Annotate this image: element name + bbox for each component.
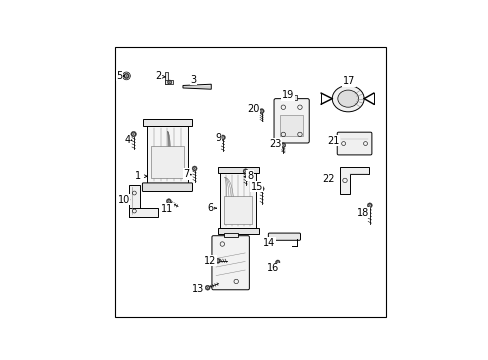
Circle shape	[220, 135, 225, 140]
Ellipse shape	[331, 85, 364, 112]
FancyBboxPatch shape	[273, 99, 308, 143]
Bar	[285, 95, 297, 100]
Circle shape	[260, 188, 263, 190]
Bar	[164, 72, 168, 84]
Circle shape	[205, 285, 210, 290]
FancyBboxPatch shape	[268, 233, 300, 240]
Text: 19: 19	[282, 90, 294, 100]
Circle shape	[215, 258, 220, 263]
Circle shape	[243, 169, 247, 174]
Text: 16: 16	[266, 263, 279, 273]
Circle shape	[368, 204, 370, 207]
Circle shape	[131, 131, 136, 137]
Text: 23: 23	[268, 139, 281, 149]
Circle shape	[244, 170, 246, 172]
Bar	[164, 80, 173, 84]
Circle shape	[168, 81, 170, 83]
Circle shape	[276, 261, 278, 263]
Bar	[217, 167, 258, 173]
Text: 22: 22	[322, 174, 334, 184]
Circle shape	[282, 144, 284, 147]
Text: 6: 6	[207, 203, 213, 213]
Bar	[279, 115, 303, 136]
Circle shape	[193, 167, 196, 170]
Circle shape	[125, 75, 127, 77]
FancyBboxPatch shape	[337, 132, 371, 155]
Text: 11: 11	[161, 204, 173, 214]
Circle shape	[166, 199, 171, 204]
Bar	[129, 208, 158, 217]
Text: 17: 17	[342, 76, 354, 86]
Text: 14: 14	[263, 238, 275, 248]
Text: 15: 15	[250, 182, 263, 192]
Text: 4: 4	[124, 135, 130, 145]
Text: 21: 21	[326, 136, 339, 146]
Bar	[151, 146, 183, 178]
Text: 8: 8	[246, 171, 253, 181]
Circle shape	[275, 260, 280, 264]
FancyBboxPatch shape	[142, 183, 192, 192]
Circle shape	[259, 109, 264, 114]
Circle shape	[366, 203, 371, 208]
Circle shape	[259, 186, 264, 191]
Circle shape	[123, 73, 129, 79]
Text: 1: 1	[135, 171, 141, 181]
Circle shape	[260, 110, 263, 112]
Text: 12: 12	[204, 256, 216, 266]
Bar	[220, 173, 255, 228]
Text: 20: 20	[247, 104, 259, 114]
Ellipse shape	[337, 90, 358, 107]
Bar	[224, 233, 237, 237]
Text: 7: 7	[183, 169, 189, 179]
Bar	[129, 185, 139, 217]
Text: 9: 9	[215, 133, 222, 143]
Polygon shape	[183, 84, 211, 89]
Text: 18: 18	[356, 208, 368, 218]
Circle shape	[167, 80, 172, 85]
Polygon shape	[339, 167, 368, 194]
Bar	[146, 126, 187, 184]
FancyBboxPatch shape	[211, 236, 249, 290]
Circle shape	[206, 287, 208, 289]
Text: 5: 5	[117, 71, 122, 81]
Text: 13: 13	[191, 284, 203, 294]
Circle shape	[216, 260, 219, 262]
Circle shape	[132, 133, 135, 135]
Circle shape	[221, 136, 224, 139]
Text: 2: 2	[155, 72, 162, 81]
Bar	[217, 228, 258, 234]
Circle shape	[280, 143, 285, 148]
Text: 10: 10	[117, 195, 129, 205]
Circle shape	[192, 166, 197, 171]
Circle shape	[167, 200, 170, 202]
Text: 3: 3	[190, 75, 197, 85]
Bar	[224, 197, 252, 224]
Bar	[143, 118, 191, 126]
